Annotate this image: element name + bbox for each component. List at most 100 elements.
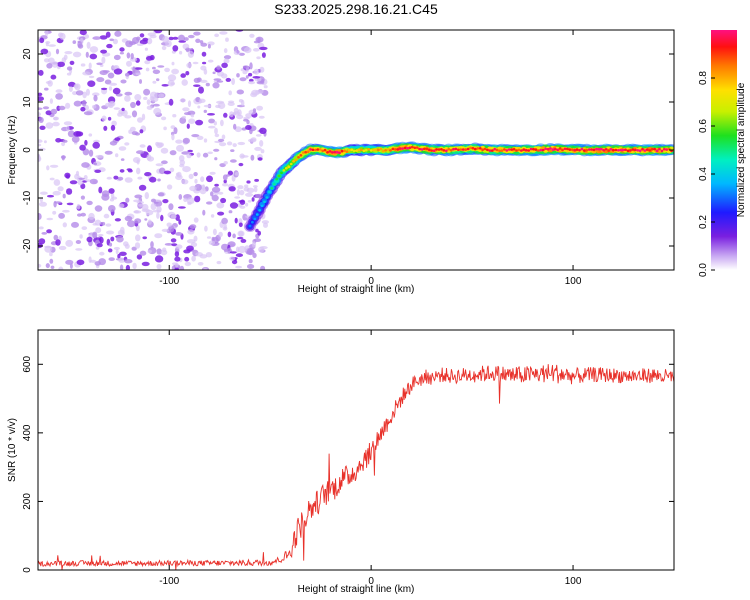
spectrogram-ridge-mark [527, 149, 530, 152]
spectrogram-noise-blob [108, 188, 115, 194]
spectrogram-ridge-mark [328, 150, 332, 153]
spectrogram-noise-blob [71, 135, 80, 143]
spectrogram-ridge-mark [471, 146, 475, 150]
spectrogram-noise-blob [134, 67, 143, 70]
colorbar-tick-label: 0.2 [698, 215, 709, 229]
spectrogram-noise-blob [216, 202, 225, 209]
spectrogram-noise-blob [100, 49, 107, 54]
spectrogram-y-tick-label: -20 [22, 238, 33, 253]
spectrogram-noise-blob [81, 226, 88, 231]
spectrogram-noise-blob [50, 74, 57, 80]
spectrogram-noise-blob [61, 57, 66, 64]
spectrogram-noise-blob [55, 48, 60, 55]
spectrogram-ridge-mark [609, 148, 613, 151]
spectrogram-noise-blob [209, 171, 216, 175]
spectrogram-ridge-mark [440, 148, 443, 151]
spectrogram-noise-blob [40, 191, 48, 195]
spectrogram-y-axis-label: Frequency (Hz) [7, 116, 18, 185]
spectrogram-noise-blob [105, 31, 111, 38]
spectrogram-ridge-mark [282, 169, 286, 172]
spectrogram-noise-blob [152, 66, 156, 70]
spectrogram-ridge-mark [595, 147, 598, 151]
spectrogram-noise-blob [263, 85, 268, 89]
spectrogram-noise-blob [233, 107, 239, 114]
spectrogram-noise-blob [119, 47, 125, 52]
spectrogram-ridge-mark [410, 145, 414, 149]
spectrogram-noise-blob [249, 123, 254, 127]
spectrogram-noise-blob [85, 88, 90, 96]
spectrogram-noise-blob [46, 217, 54, 221]
spectrogram-noise-blob [178, 194, 183, 200]
spectrogram-ridge-mark [505, 149, 509, 152]
spectrogram-noise-blob [96, 77, 105, 83]
spectrogram-noise-blob [234, 217, 238, 224]
spectrogram-noise-blob [238, 52, 245, 56]
spectrogram-ridge-mark [268, 190, 271, 194]
spectrogram-noise-blob [124, 259, 133, 264]
spectrogram-ridge-mark [636, 149, 640, 152]
spectrogram-noise-blob [220, 197, 227, 204]
spectrogram-noise-blob [213, 121, 217, 126]
spectrogram-noise-blob [71, 221, 79, 228]
spectrogram-ridge-mark [273, 178, 280, 184]
spectrogram-noise-blob [246, 180, 251, 184]
spectrogram-noise-blob [259, 127, 267, 134]
spectrogram-ridge-mark [323, 148, 327, 152]
spectrogram-noise-blob [187, 149, 193, 153]
spectrogram-noise-blob [38, 263, 42, 268]
spectrogram-noise-blob [220, 119, 224, 127]
spectrogram-ridge-mark [415, 146, 419, 149]
spectrogram-noise-blob [252, 76, 261, 79]
spectrogram-ridge-mark [263, 200, 266, 204]
spectrogram-noise-blob [171, 133, 175, 141]
spectrogram-noise-blob [260, 265, 266, 270]
spectrogram-noise-blob [88, 75, 95, 79]
spectrogram-noise-blob [247, 200, 252, 203]
spectrogram-noise-blob [125, 197, 130, 203]
spectrogram-noise-blob [65, 102, 71, 109]
spectrogram-noise-blob [187, 229, 195, 235]
spectrogram-noise-blob [139, 33, 145, 38]
spectrogram-ridge-mark [631, 148, 635, 151]
spectrogram-noise-blob [258, 246, 265, 253]
spectrogram-ridge-mark [573, 148, 577, 152]
spectrogram-noise-blob [259, 46, 268, 51]
spectrogram-noise-blob [217, 211, 225, 216]
spectrogram-noise-blob [203, 267, 208, 270]
spectrogram-noise-blob [168, 36, 174, 41]
spectrogram-ridge-mark [662, 147, 666, 151]
spectrogram-noise-blob [185, 71, 190, 76]
spectrogram-noise-blob [130, 101, 136, 109]
spectrogram-noise-blob [172, 36, 179, 40]
spectrogram-noise-blob [211, 186, 221, 193]
spectrogram-noise-blob [117, 176, 124, 181]
spectrogram-noise-blob [80, 106, 86, 112]
spectrogram-ridge-mark [619, 148, 623, 152]
spectrogram-noise-blob [257, 230, 262, 236]
spectrogram-noise-blob [49, 258, 54, 264]
spectrogram-noise-blob [158, 93, 165, 98]
spectrogram-noise-blob [206, 175, 213, 183]
spectrogram-ridge-mark [621, 148, 625, 152]
spectrogram-ridge-mark [650, 148, 654, 151]
spectrogram-noise-blob [254, 146, 262, 151]
spectrogram-ridge-mark [561, 148, 564, 152]
spectrogram-noise-blob [38, 117, 44, 123]
spectrogram-noise-blob [222, 182, 229, 187]
spectrogram-noise-blob [259, 66, 265, 73]
spectrogram-noise-blob [41, 232, 48, 235]
spectrogram-noise-blob [65, 259, 74, 265]
spectrogram-noise-blob [81, 162, 90, 168]
spectrogram-noise-blob [124, 177, 133, 183]
spectrogram-ridge-mark [500, 149, 504, 152]
spectrogram-ridge-mark [360, 148, 363, 152]
spectrogram-noise-blob [105, 102, 111, 108]
spectrogram-x-axis-label: Height of straight line (km) [298, 284, 415, 295]
spectrogram-noise-blob [112, 87, 121, 95]
spectrogram-noise-blob [256, 81, 265, 85]
spectrogram-ridge-mark [546, 148, 550, 151]
spectrogram-ridge-mark [566, 147, 569, 151]
spectrogram-noise-blob [121, 107, 125, 112]
spectrogram-noise-blob [98, 236, 104, 244]
spectrogram-noise-blob [85, 179, 91, 182]
